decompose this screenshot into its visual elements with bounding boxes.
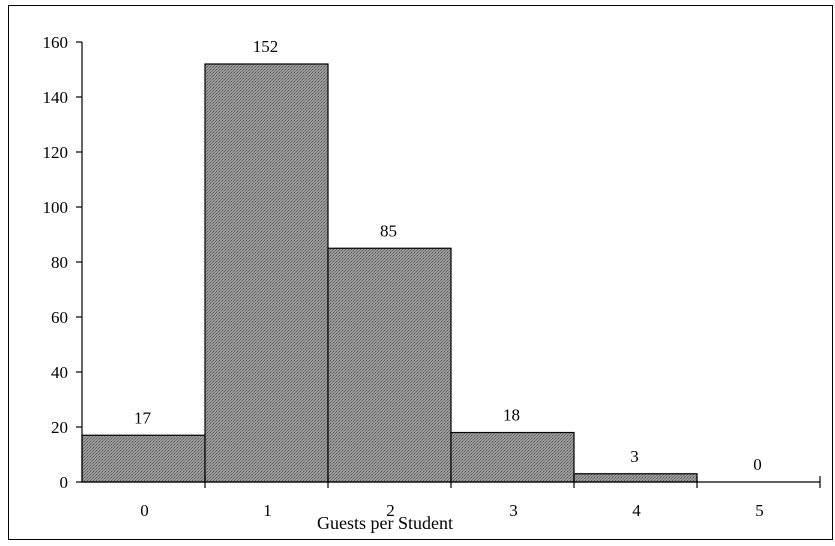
bar-2: [327, 247, 452, 483]
x-tick-label-2: 2: [386, 501, 395, 520]
bar-0: [81, 434, 206, 483]
bar-3: [450, 431, 575, 483]
y-tick-label: 160: [43, 33, 69, 52]
x-tick-label-4: 4: [632, 501, 641, 520]
x-tick-label-3: 3: [509, 501, 518, 520]
y-tick-label: 80: [51, 253, 68, 272]
bars-layer: [81, 63, 698, 483]
data-label-0: 17: [134, 408, 152, 427]
bar-1: [204, 63, 329, 483]
data-label-4: 3: [630, 447, 639, 466]
y-tick-label: 40: [51, 363, 68, 382]
x-ticks-layer: 0 1 2 3 4 5: [140, 476, 821, 520]
x-tick-label-5: 5: [755, 501, 764, 520]
y-tick-label: 0: [60, 473, 69, 492]
y-tick-label: 120: [43, 143, 69, 162]
x-axis-title: Guests per Student: [317, 513, 453, 533]
y-tick-label: 20: [51, 418, 68, 437]
x-tick-label-0: 0: [140, 501, 149, 520]
data-label-3: 18: [503, 406, 520, 425]
y-tick-label: 100: [43, 198, 69, 217]
y-tick-label: 140: [43, 88, 69, 107]
data-labels-layer: 17 152 85 18 3 0: [134, 37, 762, 474]
y-tick-label: 60: [51, 308, 68, 327]
y-ticks-layer: 0 20 40 60 80 100 120 140 160: [43, 33, 82, 492]
bar-4: [573, 473, 698, 483]
x-tick-label-1: 1: [263, 501, 272, 520]
data-label-2: 85: [380, 221, 397, 240]
data-label-5: 0: [753, 455, 762, 474]
data-label-1: 152: [253, 37, 279, 56]
